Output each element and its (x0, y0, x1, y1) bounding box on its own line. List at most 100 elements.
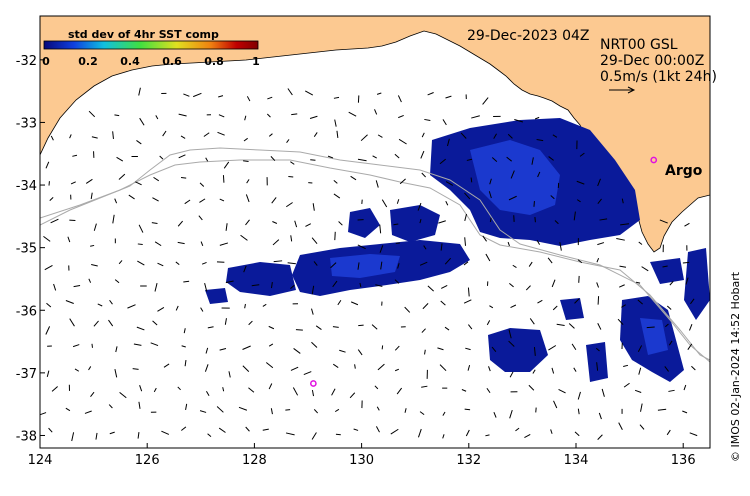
current-vector (441, 284, 448, 289)
current-vector (199, 198, 206, 203)
current-vector (198, 215, 203, 221)
current-vector (180, 135, 186, 139)
current-vector (689, 323, 693, 331)
current-vector (290, 161, 295, 165)
current-vector (638, 241, 643, 245)
current-vector (332, 363, 339, 368)
current-vector (528, 261, 533, 267)
current-vector (178, 154, 186, 159)
current-vector (290, 366, 299, 371)
current-vector (315, 325, 322, 330)
current-vector (207, 326, 214, 329)
current-vector (71, 432, 75, 442)
current-vector (45, 326, 51, 335)
current-vector (551, 367, 555, 374)
current-vector (311, 308, 314, 315)
current-vector (118, 260, 123, 265)
current-vector (640, 403, 643, 412)
current-vector (576, 199, 581, 203)
argo-label: Argo (665, 163, 703, 179)
current-vector (398, 138, 407, 145)
current-vector (394, 279, 400, 284)
current-vector (200, 241, 204, 246)
current-vector (377, 134, 383, 138)
current-vector (536, 138, 544, 142)
current-vector (225, 223, 228, 231)
current-vector (243, 265, 247, 273)
current-vector (357, 158, 367, 162)
current-vector (577, 391, 581, 400)
current-vector (509, 409, 513, 419)
current-vector (309, 115, 318, 120)
current-vector (638, 367, 642, 375)
current-vector (155, 115, 159, 120)
current-vector (270, 408, 273, 415)
current-vector (139, 385, 143, 392)
current-vector (379, 245, 384, 253)
current-vector (248, 387, 255, 393)
current-vector (620, 223, 630, 226)
current-vector (357, 244, 366, 250)
current-vector (445, 200, 449, 206)
current-vector (74, 368, 80, 372)
x-tick-label: 134 (564, 453, 589, 468)
current-vector (662, 265, 668, 268)
current-vector (128, 194, 135, 200)
current-vector (548, 345, 557, 351)
current-vector (599, 218, 608, 221)
current-vector (91, 264, 98, 267)
current-vector (350, 301, 359, 306)
current-vector (185, 403, 188, 411)
colorbar-tick-label: 1 (252, 55, 260, 68)
current-vector (219, 242, 229, 246)
current-vector (442, 119, 447, 126)
current-vector (374, 385, 379, 390)
current-vector (528, 384, 535, 391)
current-vector (138, 224, 144, 233)
x-tick-label: 124 (28, 453, 53, 468)
y-tick-label: -33 (16, 116, 37, 131)
current-vector (73, 285, 81, 288)
current-vector (357, 349, 363, 356)
current-vector (467, 324, 473, 330)
current-vector (290, 235, 293, 242)
current-vector (596, 257, 600, 263)
current-vector (163, 363, 170, 368)
current-vector (330, 262, 337, 269)
current-vector (531, 157, 534, 165)
current-vector (40, 412, 47, 416)
current-vector (222, 387, 225, 392)
current-vector (262, 428, 269, 431)
current-vector (444, 257, 452, 265)
current-vector (489, 217, 492, 223)
current-vector (597, 323, 602, 330)
current-vector (438, 220, 446, 224)
current-vector (376, 92, 382, 95)
current-vector (380, 261, 383, 270)
current-vector (691, 365, 696, 371)
current-vector (313, 132, 318, 137)
current-vector (225, 280, 234, 284)
current-vector (394, 153, 400, 159)
current-vector (666, 305, 672, 310)
current-vector (199, 410, 207, 413)
current-vector (108, 404, 113, 409)
current-vector (184, 359, 187, 367)
current-vector (507, 133, 513, 139)
x-tick-label: 132 (456, 453, 481, 468)
current-vector (427, 285, 434, 292)
current-vector (524, 434, 531, 439)
current-vector (271, 197, 277, 204)
current-vector (138, 401, 141, 409)
current-vector (618, 422, 623, 430)
current-vector (262, 303, 267, 307)
current-vector (150, 342, 159, 347)
current-vector (273, 260, 283, 263)
current-vector (491, 346, 497, 353)
argo-floats (310, 156, 658, 387)
current-vector (537, 171, 541, 178)
current-vector (375, 426, 380, 433)
current-vector (294, 220, 298, 228)
current-vector (266, 113, 271, 118)
